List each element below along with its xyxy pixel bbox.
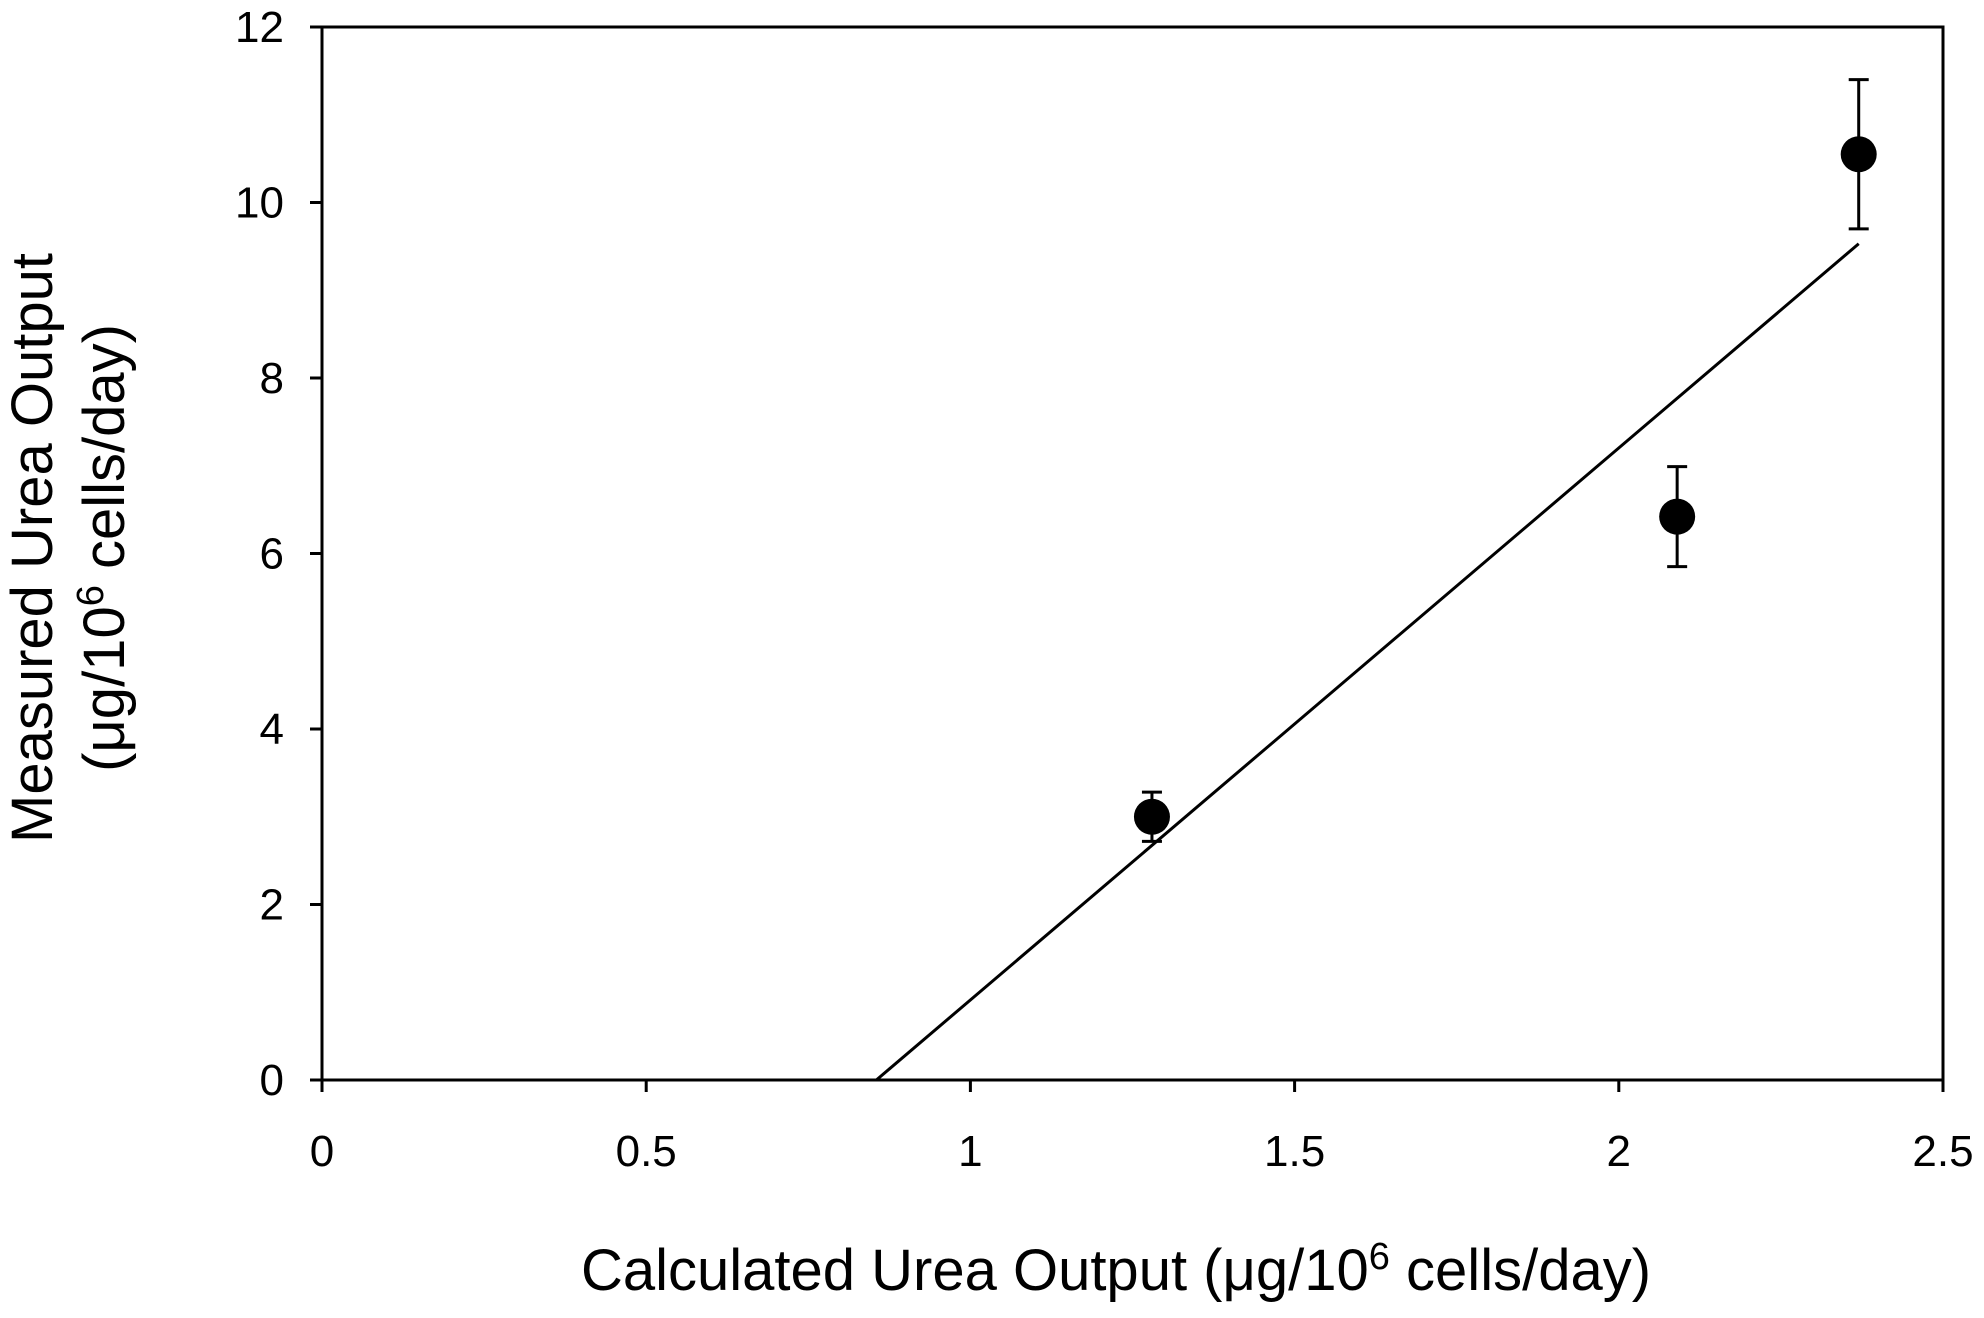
x-axis-title-sup: 6 <box>1369 1236 1390 1278</box>
data-point <box>1659 498 1696 535</box>
y-axis-ticks: 0 2 4 6 8 10 12 <box>235 3 322 1105</box>
x-tick-label: 1 <box>958 1127 982 1176</box>
y-tick-label: 10 <box>235 179 284 228</box>
x-axis-ticks: 0 0.5 1 1.5 2 2.5 <box>310 1080 1974 1176</box>
y-tick-label: 0 <box>260 1056 284 1105</box>
x-tick-label: 2 <box>1607 1127 1631 1176</box>
y-axis-title-line1: Measured Urea Output <box>0 253 65 843</box>
trendline-group <box>875 242 1860 1082</box>
y-axis-title-line2-prefix: (μg/10 <box>72 606 137 772</box>
y-tick-label: 12 <box>235 3 284 52</box>
axes <box>320 25 1945 1082</box>
trend-line <box>875 242 1860 1082</box>
y-tick-label: 2 <box>260 881 284 930</box>
x-axis-title-prefix: Calculated Urea Output (μg/10 <box>581 1238 1369 1303</box>
data-point <box>1840 136 1877 173</box>
x-axis-title-suffix: cells/day) <box>1390 1238 1651 1303</box>
y-axis-title-line2: (μg/106 cells/day) <box>70 324 137 772</box>
x-tick-label: 2.5 <box>1912 1127 1973 1176</box>
x-tick-label: 0.5 <box>616 1127 677 1176</box>
y-tick-label: 6 <box>260 530 284 579</box>
y-tick-label: 8 <box>260 354 284 403</box>
data-point <box>1133 798 1170 835</box>
x-axis-title: Calculated Urea Output (μg/106 cells/day… <box>581 1236 1651 1303</box>
x-tick-label: 1.5 <box>1264 1127 1325 1176</box>
y-axis-title: Measured Urea Output (μg/106 cells/day) <box>0 253 137 843</box>
data-points <box>1133 78 1877 843</box>
y-axis-title-line2-suffix: cells/day) <box>72 324 137 585</box>
plot-frame <box>320 25 1945 1082</box>
y-axis-title-line2-sup: 6 <box>70 585 112 606</box>
y-tick-label: 4 <box>260 705 284 754</box>
x-tick-label: 0 <box>310 1127 334 1176</box>
